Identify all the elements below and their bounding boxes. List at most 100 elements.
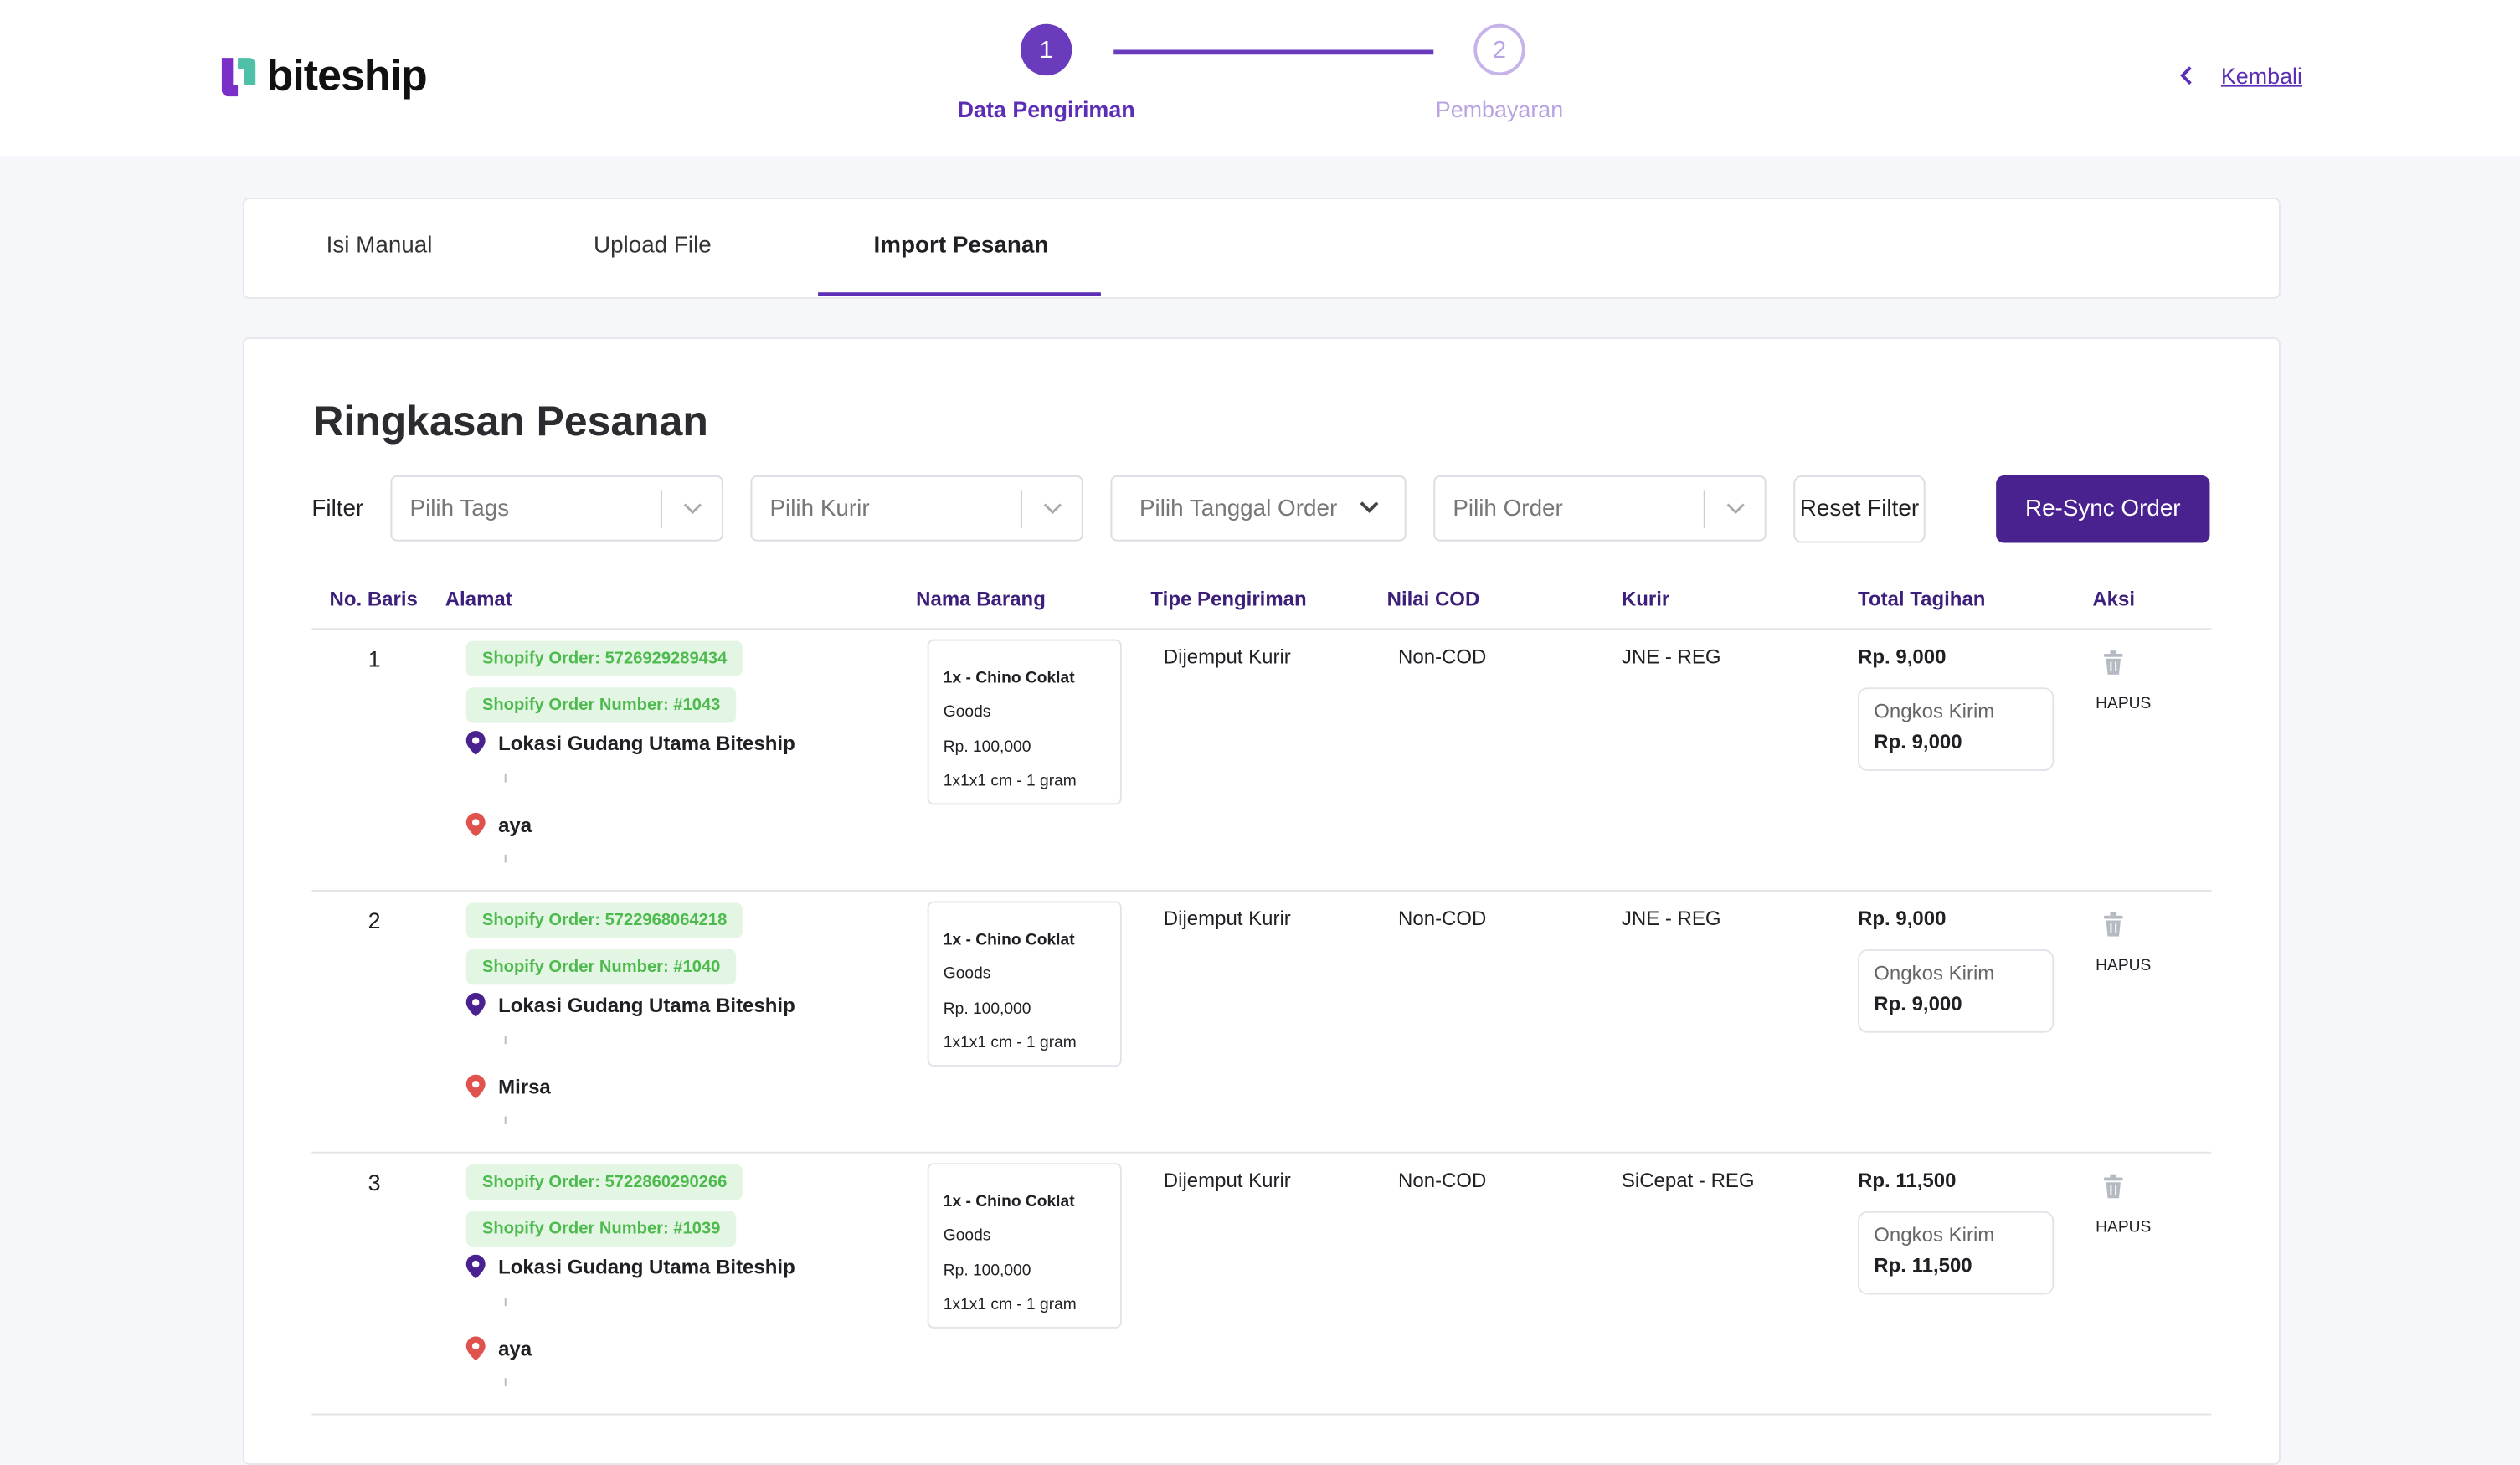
step-connector bbox=[1113, 49, 1434, 55]
map-pin-icon bbox=[465, 992, 486, 1017]
item-card: 1x - Chino Coklat Goods Rp. 100,000 1x1x… bbox=[927, 901, 1122, 1067]
table-row: 3 Shopify Order: 5722860290266 Shopify O… bbox=[311, 1154, 2212, 1416]
item-name: 1x - Chino Coklat bbox=[943, 1193, 1075, 1211]
origin-location: Lokasi Gudang Utama Biteship bbox=[465, 731, 795, 755]
kurir: JNE - REG bbox=[1621, 907, 1721, 930]
kurir: JNE - REG bbox=[1621, 645, 1721, 669]
ongkos-kirim-box: Ongkos Kirim Rp. 9,000 bbox=[1858, 687, 2055, 772]
map-pin-icon bbox=[465, 1074, 486, 1099]
row-divider bbox=[311, 1413, 2212, 1416]
col-kurir: Kurir bbox=[1621, 588, 1670, 611]
item-price: Rp. 100,000 bbox=[943, 738, 1031, 756]
tipe-pengiriman: Dijemput Kurir bbox=[1163, 907, 1291, 930]
row-number: 1 bbox=[368, 645, 381, 672]
nilai-cod: Non-COD bbox=[1398, 907, 1487, 930]
origin-address-mark bbox=[504, 774, 507, 783]
shopify-order-number-badge: Shopify Order Number: #1039 bbox=[465, 1211, 737, 1247]
table-row: 2 Shopify Order: 5722968064218 Shopify O… bbox=[311, 892, 2212, 1154]
ongkos-value: Rp. 9,000 bbox=[1874, 731, 1962, 753]
origin-address-mark bbox=[504, 1036, 507, 1045]
destination-address-mark bbox=[504, 1116, 507, 1125]
destination-name: aya bbox=[498, 1337, 532, 1360]
logo-text: biteship bbox=[266, 51, 428, 100]
ongkos-value: Rp. 11,500 bbox=[1874, 1254, 1972, 1277]
step-2-circle: 2 bbox=[1473, 23, 1525, 76]
chevron-down-icon bbox=[683, 503, 702, 515]
map-pin-icon bbox=[465, 1336, 486, 1361]
shopify-order-number-badge: Shopify Order Number: #1043 bbox=[465, 687, 737, 723]
kurir-select[interactable]: Pilih Kurir bbox=[750, 475, 1083, 542]
destination-address-mark bbox=[504, 1378, 507, 1386]
item-type: Goods bbox=[943, 1227, 991, 1246]
tags-placeholder: Pilih Tags bbox=[409, 496, 510, 522]
page-title: Ringkasan Pesanan bbox=[313, 396, 708, 445]
total-tagihan: Rp. 11,500 bbox=[1858, 1169, 1957, 1192]
total-tagihan: Rp. 9,000 bbox=[1858, 645, 1947, 669]
item-type: Goods bbox=[943, 965, 991, 984]
map-pin-icon bbox=[465, 812, 486, 837]
row-divider bbox=[311, 890, 2212, 892]
trash-icon[interactable] bbox=[2103, 650, 2123, 675]
col-nilai-cod: Nilai COD bbox=[1386, 588, 1480, 611]
nilai-cod: Non-COD bbox=[1398, 645, 1487, 669]
kurir-placeholder: Pilih Kurir bbox=[769, 496, 870, 522]
destination-location: aya bbox=[465, 812, 532, 837]
ongkos-label: Ongkos Kirim bbox=[1874, 700, 1995, 723]
item-dimensions: 1x1x1 cm - 1 gram bbox=[943, 1034, 1077, 1052]
tab-isi-manual[interactable]: Isi Manual bbox=[326, 233, 433, 259]
col-nama-barang: Nama Barang bbox=[916, 588, 1046, 611]
chevron-left-icon[interactable] bbox=[2176, 64, 2199, 87]
shopify-order-number-badge: Shopify Order Number: #1040 bbox=[465, 949, 737, 985]
chevron-down-icon bbox=[1043, 503, 1062, 515]
tipe-pengiriman: Dijemput Kurir bbox=[1163, 645, 1291, 669]
table-row: 1 Shopify Order: 5726929289434 Shopify O… bbox=[311, 630, 2212, 892]
resync-order-button[interactable]: Re-Sync Order bbox=[1996, 475, 2210, 543]
map-pin-icon bbox=[465, 731, 486, 755]
origin-location: Lokasi Gudang Utama Biteship bbox=[465, 992, 795, 1017]
total-tagihan: Rp. 9,000 bbox=[1858, 907, 1947, 930]
destination-location: aya bbox=[465, 1336, 532, 1361]
order-summary-card: Ringkasan Pesanan Filter Pilih Tags Pili… bbox=[242, 337, 2281, 1465]
step-2-label: Pembayaran bbox=[1435, 96, 1564, 122]
col-no-baris: No. Baris bbox=[329, 588, 418, 611]
ongkos-label: Ongkos Kirim bbox=[1874, 962, 1995, 985]
active-tab-indicator bbox=[818, 292, 1101, 296]
hapus-button[interactable]: HAPUS bbox=[2096, 1219, 2152, 1237]
col-alamat: Alamat bbox=[445, 588, 512, 611]
item-name: 1x - Chino Coklat bbox=[943, 931, 1075, 950]
col-aksi: Aksi bbox=[2092, 588, 2136, 611]
origin-name: Lokasi Gudang Utama Biteship bbox=[498, 732, 795, 754]
origin-location: Lokasi Gudang Utama Biteship bbox=[465, 1254, 795, 1279]
biteship-logo[interactable]: biteship bbox=[219, 51, 428, 100]
item-price: Rp. 100,000 bbox=[943, 1262, 1031, 1280]
col-tipe-pengiriman: Tipe Pengiriman bbox=[1150, 588, 1307, 611]
destination-address-mark bbox=[504, 854, 507, 863]
trash-icon[interactable] bbox=[2103, 912, 2123, 937]
order-select[interactable]: Pilih Order bbox=[1433, 475, 1767, 542]
tab-bar: Isi Manual Upload File Import Pesanan bbox=[242, 198, 2281, 299]
kurir: SiCepat - REG bbox=[1621, 1169, 1755, 1192]
tanggal-order-select[interactable]: Pilih Tanggal Order bbox=[1110, 475, 1407, 542]
trash-icon[interactable] bbox=[2103, 1174, 2123, 1199]
tags-select[interactable]: Pilih Tags bbox=[390, 475, 723, 542]
ongkos-kirim-box: Ongkos Kirim Rp. 11,500 bbox=[1858, 1211, 2055, 1295]
chevron-down-icon bbox=[1360, 501, 1379, 513]
hapus-button[interactable]: HAPUS bbox=[2096, 957, 2152, 975]
tab-upload-file[interactable]: Upload File bbox=[593, 233, 712, 259]
tab-import-pesanan[interactable]: Import Pesanan bbox=[873, 233, 1049, 259]
item-card: 1x - Chino Coklat Goods Rp. 100,000 1x1x… bbox=[927, 1163, 1122, 1329]
row-number: 3 bbox=[368, 1169, 381, 1195]
item-price: Rp. 100,000 bbox=[943, 1000, 1031, 1018]
filter-label: Filter bbox=[311, 496, 364, 522]
shopify-order-badge: Shopify Order: 5722860290266 bbox=[465, 1164, 743, 1200]
origin-name: Lokasi Gudang Utama Biteship bbox=[498, 1255, 795, 1278]
back-link[interactable]: Kembali bbox=[2220, 62, 2303, 89]
item-dimensions: 1x1x1 cm - 1 gram bbox=[943, 772, 1077, 790]
destination-name: aya bbox=[498, 813, 532, 836]
hapus-button[interactable]: HAPUS bbox=[2096, 695, 2152, 713]
reset-filter-button[interactable]: Reset Filter bbox=[1793, 475, 1926, 543]
ongkos-kirim-box: Ongkos Kirim Rp. 9,000 bbox=[1858, 949, 2055, 1033]
order-placeholder: Pilih Order bbox=[1453, 496, 1563, 522]
logo-icon bbox=[221, 57, 256, 96]
item-type: Goods bbox=[943, 704, 991, 722]
